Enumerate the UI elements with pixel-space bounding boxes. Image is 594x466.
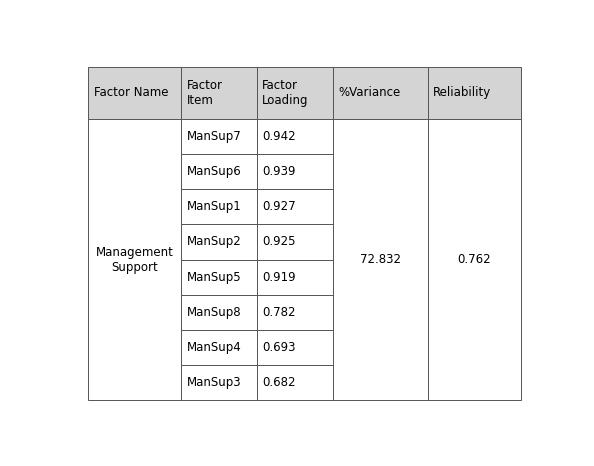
Bar (181, 189, 257, 224)
Text: Management
Support: Management Support (96, 246, 173, 274)
Bar (88, 119, 181, 400)
Bar (181, 295, 257, 330)
Bar (257, 67, 333, 119)
Bar (181, 365, 257, 400)
Bar (333, 119, 428, 400)
Bar (257, 330, 333, 365)
Bar (257, 365, 333, 400)
Text: 0.925: 0.925 (263, 235, 296, 248)
Text: ManSup6: ManSup6 (187, 165, 241, 178)
Text: 0.682: 0.682 (263, 376, 296, 389)
Bar (181, 224, 257, 260)
Text: ManSup4: ManSup4 (187, 341, 241, 354)
Text: Reliability: Reliability (433, 86, 491, 99)
Bar (257, 119, 333, 154)
Bar (181, 119, 257, 154)
Text: 72.832: 72.832 (359, 253, 400, 266)
Bar (333, 67, 428, 119)
Text: ManSup2: ManSup2 (187, 235, 241, 248)
Bar (88, 67, 181, 119)
Bar (257, 189, 333, 224)
Bar (181, 154, 257, 189)
Text: 0.927: 0.927 (263, 200, 296, 213)
Text: 0.762: 0.762 (457, 253, 491, 266)
Text: ManSup7: ManSup7 (187, 130, 241, 143)
Text: ManSup5: ManSup5 (187, 271, 241, 284)
Text: 0.939: 0.939 (263, 165, 296, 178)
Text: Factor
Loading: Factor Loading (263, 79, 309, 107)
Bar (428, 119, 521, 400)
Bar (257, 154, 333, 189)
Text: 0.942: 0.942 (263, 130, 296, 143)
Bar (428, 67, 521, 119)
Text: Factor
Item: Factor Item (187, 79, 223, 107)
Text: Factor Name: Factor Name (94, 86, 168, 99)
Bar (181, 330, 257, 365)
Text: 0.693: 0.693 (263, 341, 296, 354)
Bar (257, 260, 333, 295)
Text: ManSup1: ManSup1 (187, 200, 241, 213)
Text: 0.919: 0.919 (263, 271, 296, 284)
Text: 0.782: 0.782 (263, 306, 296, 319)
Text: ManSup3: ManSup3 (187, 376, 241, 389)
Text: %Variance: %Variance (338, 86, 400, 99)
Bar (181, 260, 257, 295)
Text: ManSup8: ManSup8 (187, 306, 241, 319)
Bar (257, 295, 333, 330)
Bar (181, 67, 257, 119)
Bar (257, 224, 333, 260)
